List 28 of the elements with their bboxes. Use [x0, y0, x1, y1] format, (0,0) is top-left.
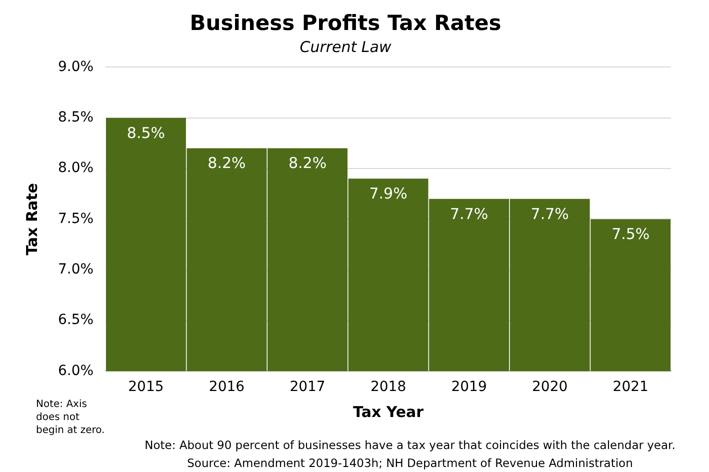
y-tick-label: 7.5%: [58, 210, 94, 227]
x-tick-label: 2020: [532, 379, 568, 396]
data-label: 7.7%: [530, 204, 569, 223]
chart-subtitle: Current Law: [300, 38, 392, 56]
y-tick-label: 6.5%: [58, 312, 94, 328]
chart-title: Business Profits Tax Rates: [190, 11, 502, 36]
source-note: Source: Amendment 2019-1403h; NH Department of Revenue Administration: [186, 455, 634, 472]
x-tick-label: 2018: [370, 379, 406, 396]
data-label: 8.2%: [288, 154, 327, 172]
data-label: 8.2%: [208, 154, 246, 172]
y-axis-title: Tax Rate: [22, 183, 41, 256]
data-label: 7.9%: [369, 184, 408, 203]
data-label: 7.7%: [450, 204, 488, 223]
x-tick-label: 2016: [208, 379, 245, 396]
data-label: 8.5%: [126, 124, 166, 142]
data-label: 7.5%: [612, 225, 650, 244]
x-tick-label: 2021: [612, 379, 648, 396]
y-tick-label: 7.0%: [58, 262, 94, 278]
text: Note: Axis does not begin at zero.: [36, 398, 106, 437]
y-tick-label: 8.0%: [58, 160, 94, 176]
y-tick-label: 8.5%: [58, 110, 94, 126]
x-tick-label: 2017: [290, 379, 326, 396]
y-tick-label: 9.0%: [58, 58, 94, 75]
x-tick-label: 2015: [128, 379, 164, 396]
y-tick-label: 6.0%: [58, 362, 94, 379]
text: Note: About 90 percent of businesses have a tax year that coincides with the calendar year.: [144, 437, 676, 454]
x-tick-label: 2019: [451, 379, 487, 396]
x-axis-title: Tax Year: [353, 402, 424, 421]
